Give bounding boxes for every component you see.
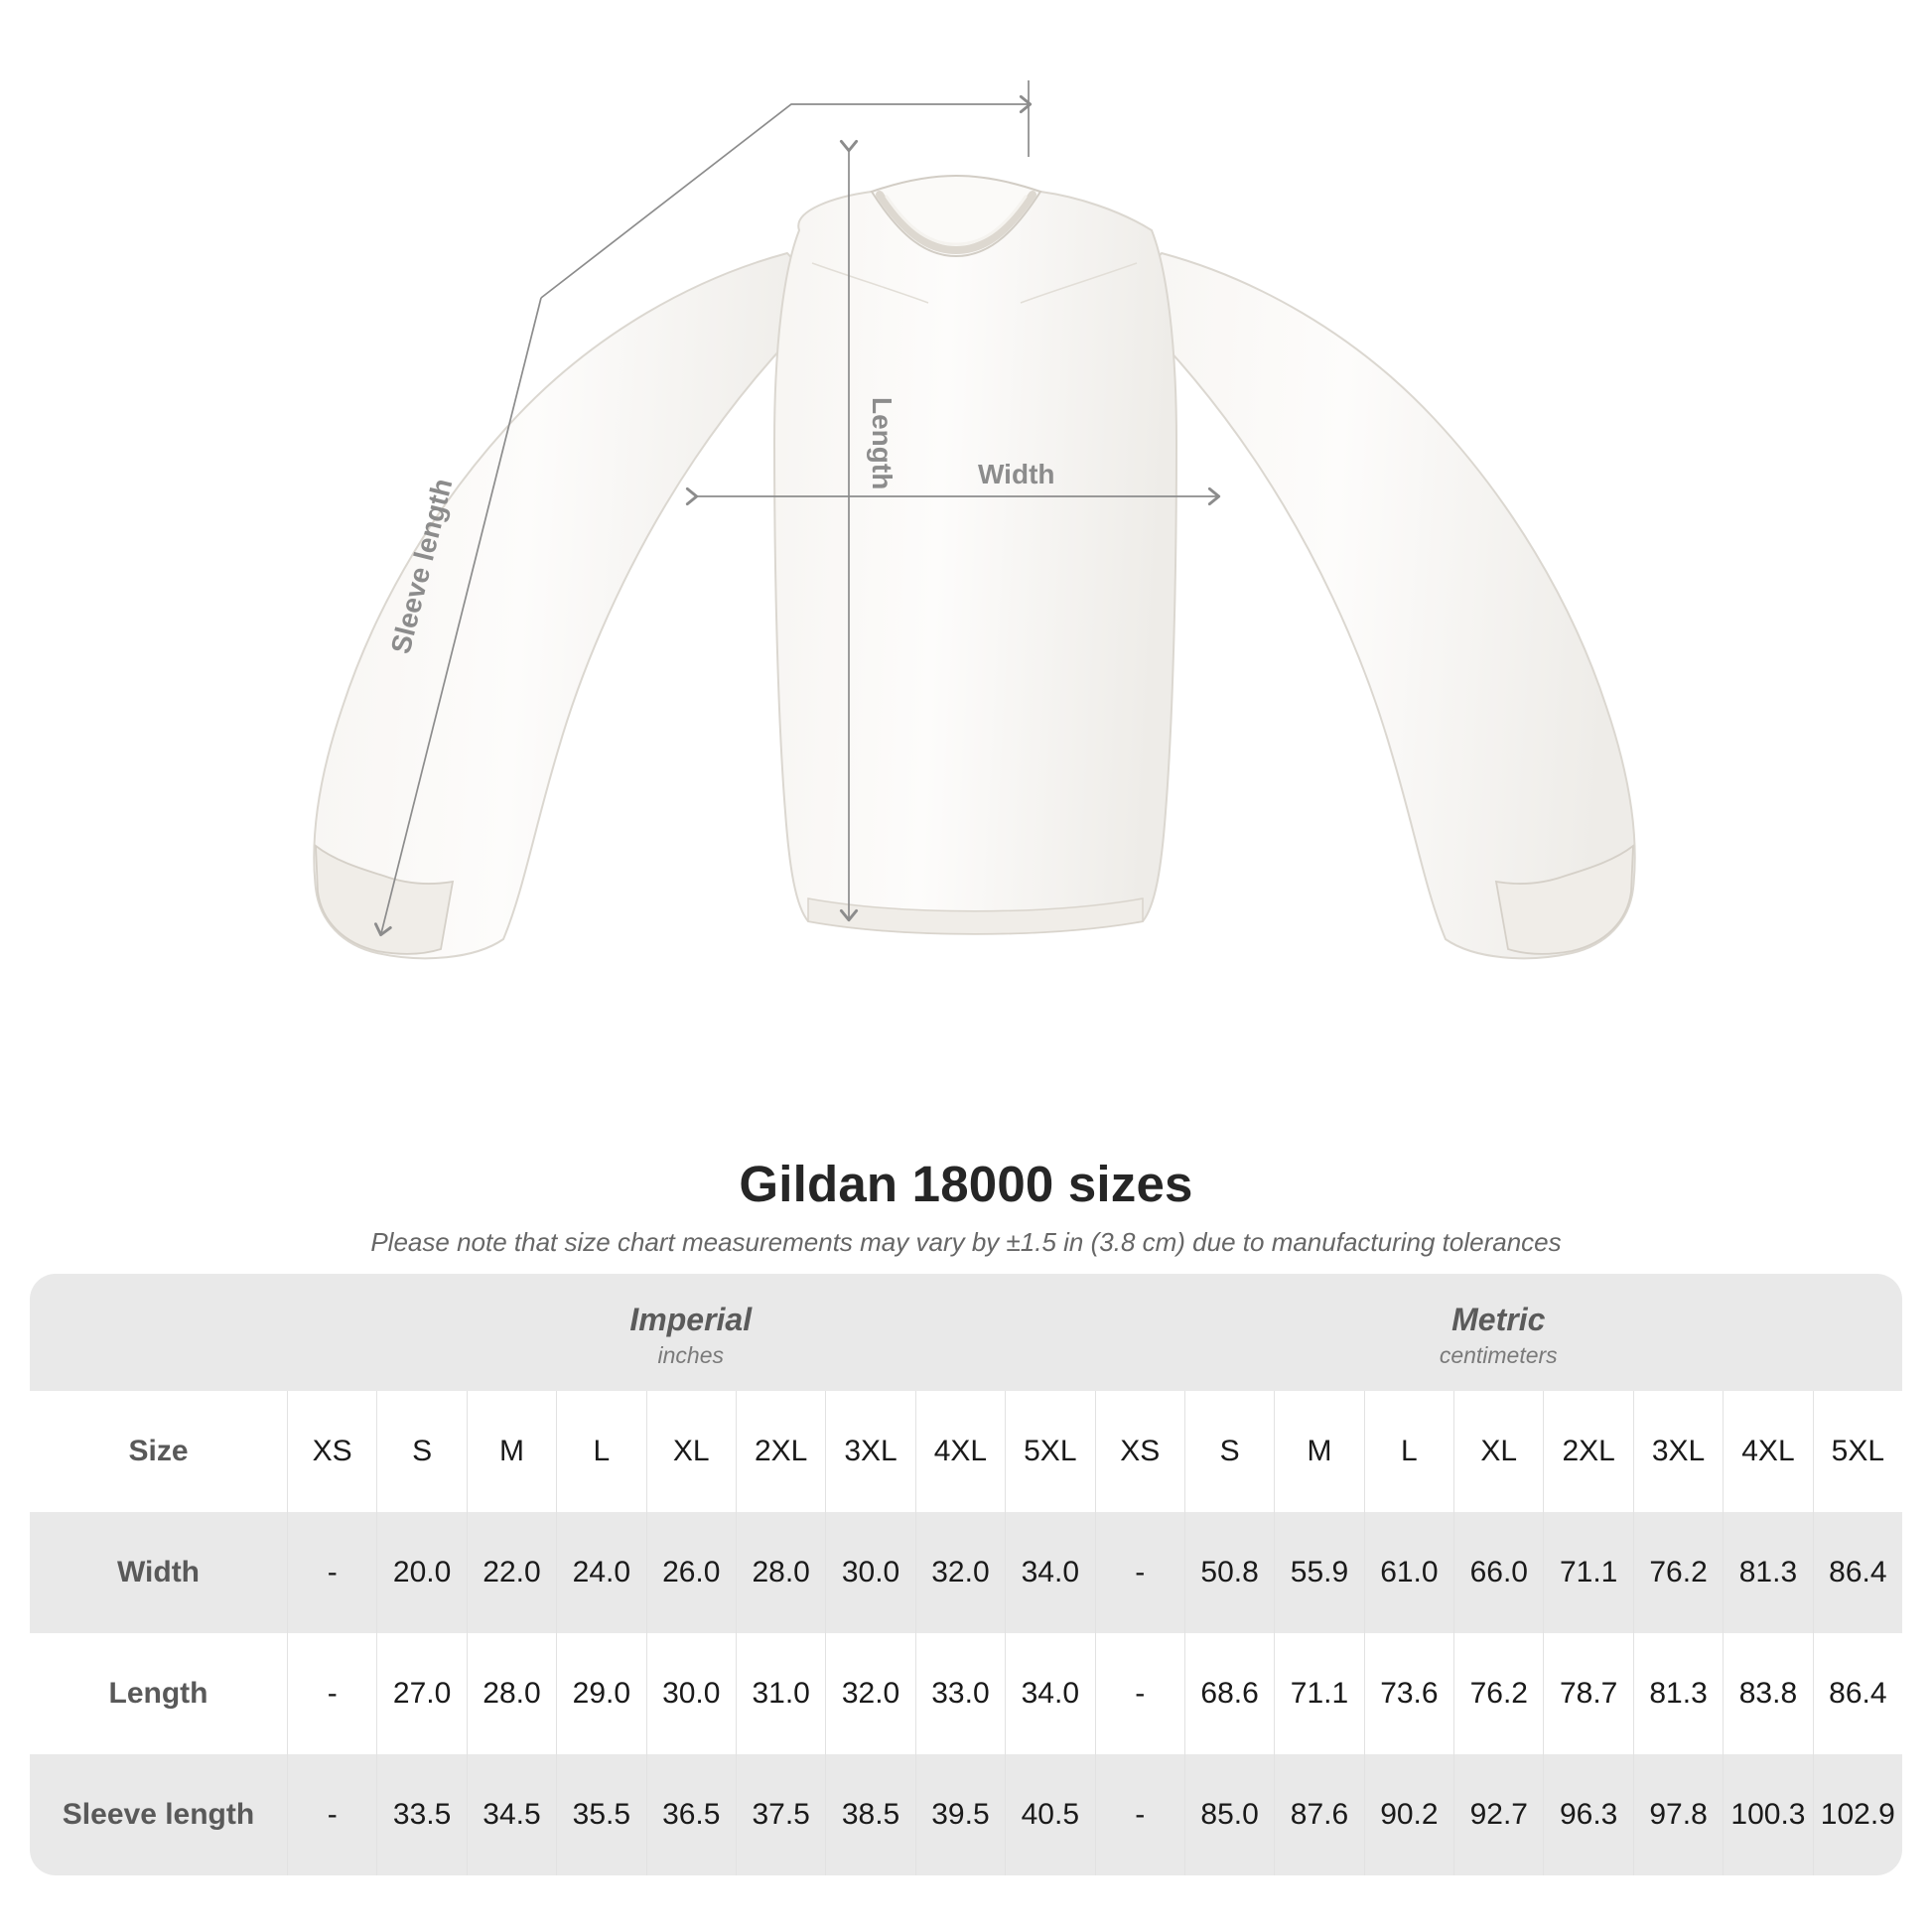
svg-text:Length: Length	[867, 397, 897, 489]
svg-text:Width: Width	[978, 459, 1055, 489]
